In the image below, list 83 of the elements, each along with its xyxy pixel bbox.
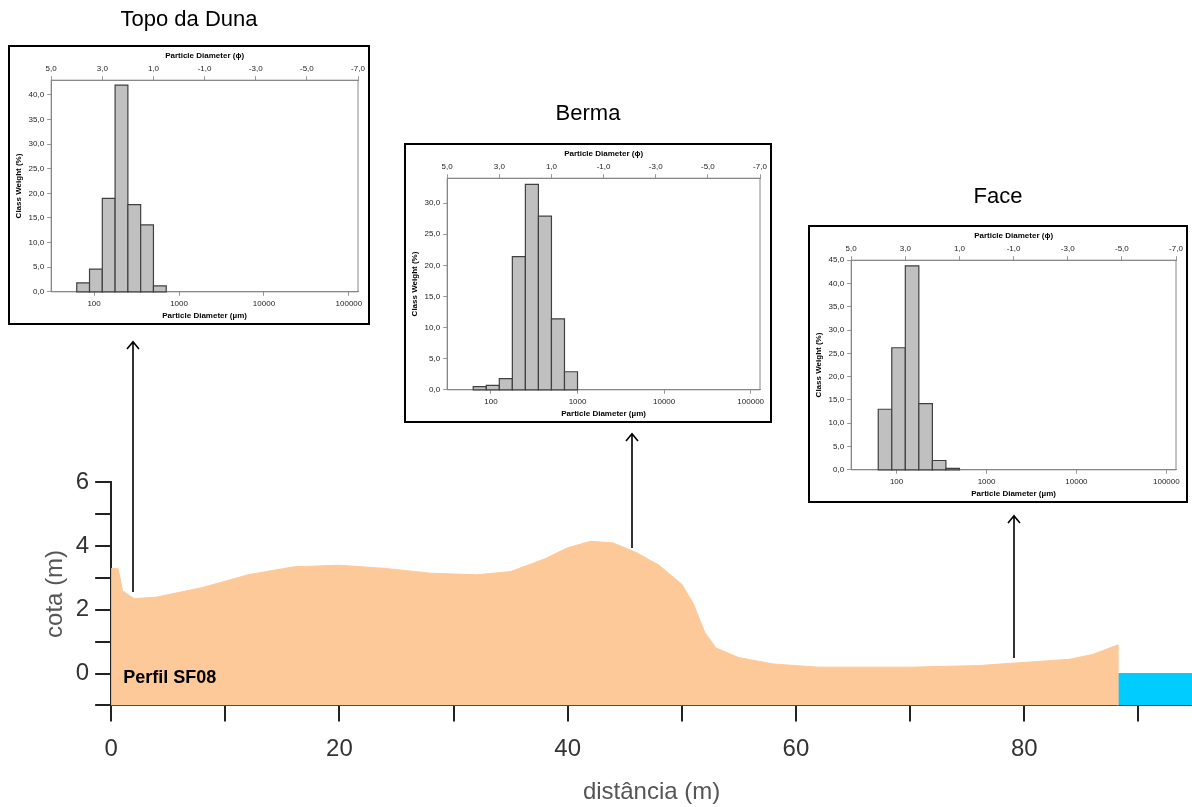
y-tick-label: 6 bbox=[75, 467, 90, 495]
x2-tick-label: 1,0 bbox=[953, 243, 966, 253]
x2-tick-label: -7,0 bbox=[753, 161, 768, 171]
x2-tick-label: -7,0 bbox=[1169, 243, 1184, 253]
x-tick-label: 100000 bbox=[1153, 476, 1181, 486]
y-tick-label: 25,0 bbox=[28, 163, 45, 173]
x2-tick-label: -5,0 bbox=[299, 63, 315, 73]
y-tick-label: 30,0 bbox=[828, 325, 845, 335]
x2-tick-label: -5,0 bbox=[1114, 243, 1130, 253]
x-axis-title: Particle Diameter (µm) bbox=[561, 409, 647, 419]
x2-tick-label: -5,0 bbox=[700, 161, 716, 171]
y-tick-label: 20,0 bbox=[28, 188, 45, 198]
y-tick-label: 30,0 bbox=[28, 139, 45, 149]
y-tick-label: 5,0 bbox=[429, 353, 441, 363]
x-tick-label: 10000 bbox=[652, 396, 676, 406]
y-tick-label: 40,0 bbox=[828, 278, 845, 288]
y-tick-label: 20,0 bbox=[828, 371, 845, 381]
x-tick-label: 100 bbox=[484, 396, 499, 406]
x2-tick-label: -3,0 bbox=[648, 161, 664, 171]
x-tick-label: 10000 bbox=[252, 298, 276, 308]
x-tick-label: 1000 bbox=[977, 476, 996, 486]
x2-tick-label: -7,0 bbox=[351, 63, 366, 73]
x2-axis-title: Particle Diameter (ϕ) bbox=[974, 231, 1054, 240]
x2-tick-label: 1,0 bbox=[545, 161, 558, 171]
x2-tick-label: -1,0 bbox=[596, 161, 612, 171]
y-axis-title: cota (m) bbox=[40, 549, 68, 638]
annotation: Perfil SF08 bbox=[123, 666, 217, 687]
y-tick-label: 25,0 bbox=[424, 229, 441, 239]
y-tick-label: 10,0 bbox=[424, 322, 441, 332]
chart-title: Topo da Duna bbox=[119, 6, 259, 32]
y-axis-title: Class Weight (%) bbox=[14, 153, 23, 219]
x-axis-title: Particle Diameter (µm) bbox=[162, 311, 248, 321]
y-axis-title: Class Weight (%) bbox=[410, 251, 419, 317]
chart-title: Berma bbox=[554, 100, 622, 126]
x-tick-label: 1000 bbox=[170, 298, 189, 308]
x2-tick-label: 5,0 bbox=[441, 161, 454, 171]
x-tick-label: 100000 bbox=[335, 298, 363, 308]
y-tick-label: 40,0 bbox=[28, 90, 45, 100]
x-tick-label: 20 bbox=[326, 734, 353, 762]
x2-tick-label: 5,0 bbox=[845, 243, 858, 253]
x2-tick-label: 3,0 bbox=[493, 161, 506, 171]
x2-axis-title: Particle Diameter (ϕ) bbox=[165, 51, 245, 60]
chart-title: Face bbox=[972, 183, 1024, 209]
y-tick-label: 10,0 bbox=[828, 418, 845, 428]
y-tick-label: 20,0 bbox=[424, 260, 441, 270]
x2-tick-label: -1,0 bbox=[197, 63, 213, 73]
y-tick-label: 10,0 bbox=[28, 237, 45, 247]
y-tick-label: 35,0 bbox=[28, 114, 45, 124]
y-tick-label: 0 bbox=[75, 658, 90, 686]
x2-tick-label: 5,0 bbox=[45, 63, 58, 73]
y-tick-label: 2 bbox=[75, 594, 90, 622]
y-tick-label: 15,0 bbox=[424, 291, 441, 301]
y-tick-label: 30,0 bbox=[424, 198, 441, 208]
x-tick-label: 100 bbox=[889, 476, 904, 486]
x2-tick-label: -3,0 bbox=[1060, 243, 1076, 253]
x-tick-label: 0 bbox=[104, 734, 118, 762]
x-tick-label: 10000 bbox=[1065, 476, 1089, 486]
y-axis-title: Class Weight (%) bbox=[814, 332, 823, 398]
x-tick-label: 1000 bbox=[568, 396, 587, 406]
x-tick-label: 80 bbox=[1010, 734, 1038, 762]
y-tick-label: 5,0 bbox=[33, 262, 45, 272]
y-tick-label: 0,0 bbox=[833, 465, 845, 474]
x2-tick-label: -1,0 bbox=[1006, 243, 1022, 253]
y-tick-label: 0,0 bbox=[33, 287, 45, 296]
y-tick-label: 45,0 bbox=[828, 255, 845, 265]
x-tick-label: 40 bbox=[554, 734, 582, 762]
x2-axis-title: Particle Diameter (ϕ) bbox=[564, 149, 644, 158]
x-tick-label: 100000 bbox=[737, 396, 765, 406]
x2-tick-label: 1,0 bbox=[147, 63, 160, 73]
x2-tick-label: -3,0 bbox=[248, 63, 264, 73]
x-tick-label: 60 bbox=[782, 734, 810, 762]
x-axis-title: Particle Diameter (µm) bbox=[971, 489, 1057, 499]
y-tick-label: 4 bbox=[75, 530, 90, 558]
y-tick-label: 0,0 bbox=[429, 385, 441, 394]
y-tick-label: 15,0 bbox=[828, 395, 845, 405]
y-tick-label: 15,0 bbox=[28, 213, 45, 223]
y-tick-label: 35,0 bbox=[828, 301, 845, 311]
x-axis-title: distância (m) bbox=[582, 777, 721, 805]
y-tick-label: 5,0 bbox=[833, 441, 845, 451]
x2-tick-label: 3,0 bbox=[96, 63, 109, 73]
x2-tick-label: 3,0 bbox=[899, 243, 912, 253]
x-tick-label: 100 bbox=[87, 298, 102, 308]
y-tick-label: 25,0 bbox=[828, 348, 845, 358]
